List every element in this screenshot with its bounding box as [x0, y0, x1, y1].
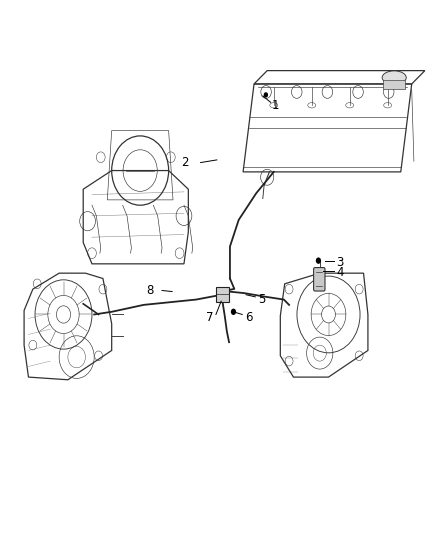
Circle shape	[316, 257, 321, 264]
FancyBboxPatch shape	[314, 268, 325, 291]
Circle shape	[264, 92, 268, 98]
Text: 7: 7	[206, 311, 213, 324]
Text: 5: 5	[258, 293, 266, 306]
Polygon shape	[383, 80, 405, 89]
Polygon shape	[216, 287, 229, 302]
Text: 8: 8	[146, 284, 153, 297]
Text: 3: 3	[336, 256, 344, 269]
Text: 2: 2	[181, 156, 188, 169]
Ellipse shape	[382, 71, 406, 84]
Text: 4: 4	[336, 266, 344, 279]
Text: 6: 6	[245, 311, 253, 324]
Text: 1: 1	[272, 99, 279, 112]
Circle shape	[231, 309, 236, 315]
